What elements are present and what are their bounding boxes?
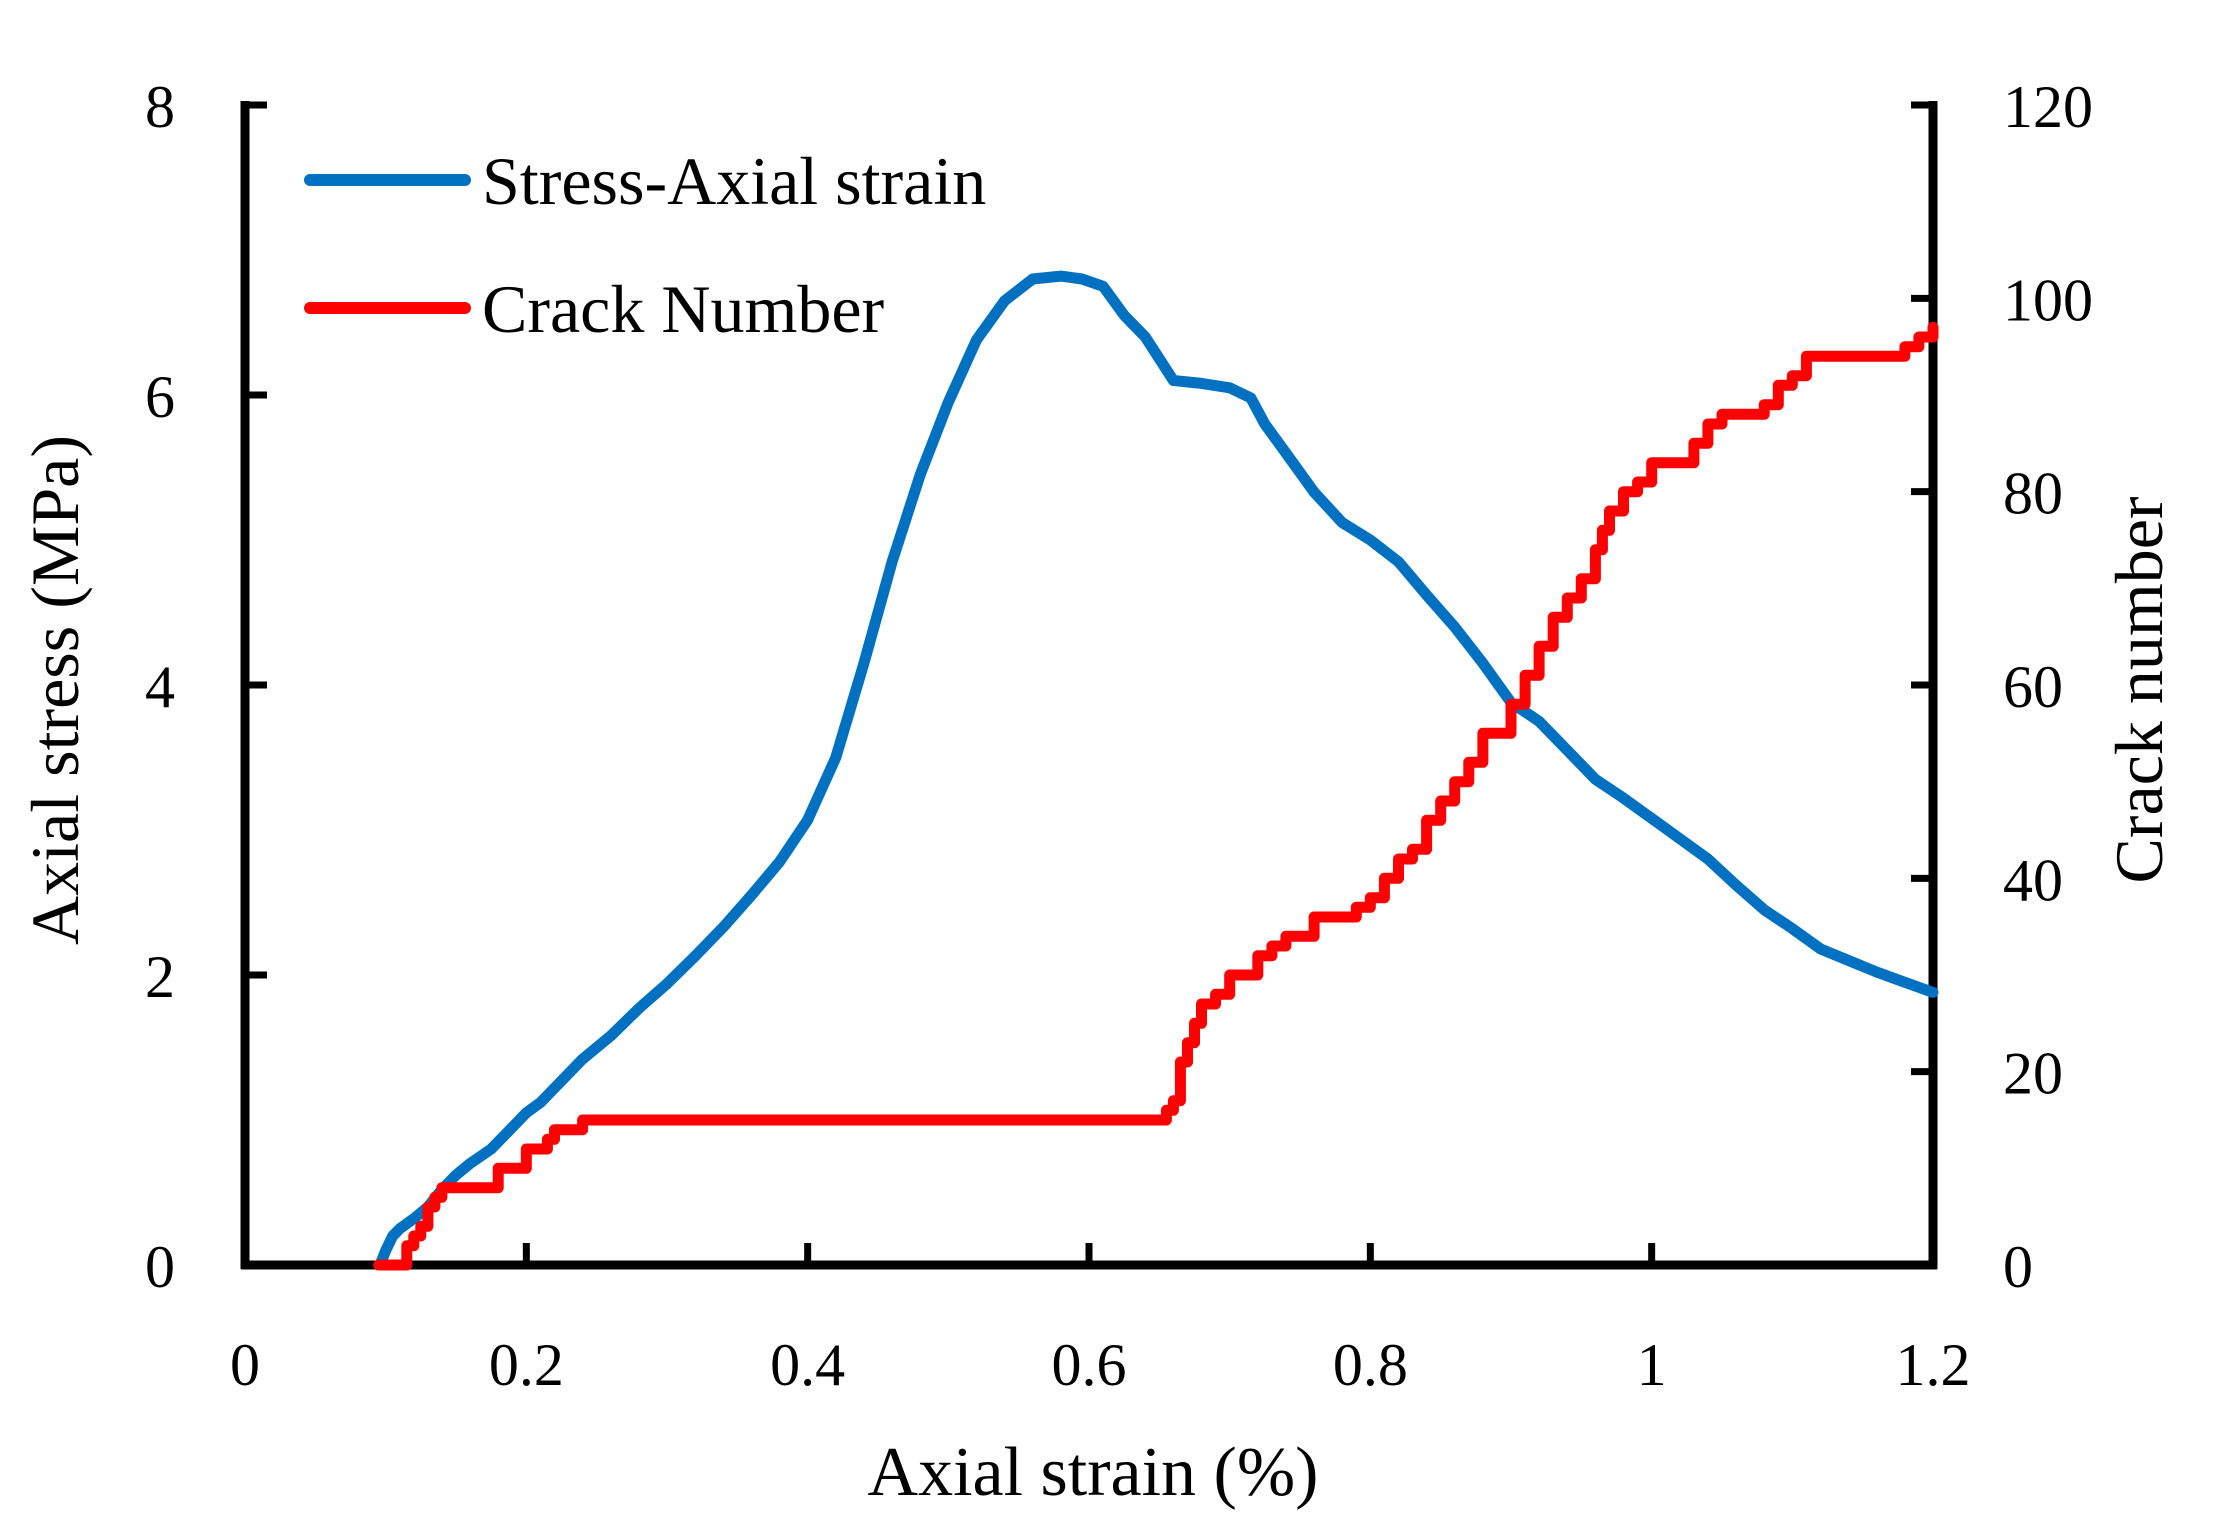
y2-tick-label: 0	[2003, 1234, 2033, 1300]
y2-tick-label: 80	[2003, 461, 2063, 527]
x-tick-label: 0.8	[1333, 1332, 1408, 1398]
legend-label-crack: Crack Number	[482, 271, 885, 347]
y-tick-label: 4	[145, 654, 175, 720]
x-tick-label: 0.4	[770, 1332, 845, 1398]
y-tick-label: 0	[145, 1234, 175, 1300]
y2-tick-label: 40	[2003, 847, 2063, 913]
y-tick-label: 2	[145, 944, 175, 1010]
y-axis-label: Axial stress (MPa)	[17, 435, 93, 945]
x-tick-label: 0	[230, 1332, 260, 1398]
stress-strain-line	[374, 270, 1939, 1271]
y-tick-label: 8	[145, 74, 175, 140]
y2-tick-label: 120	[2003, 74, 2093, 140]
x-tick-label: 1	[1637, 1332, 1667, 1398]
y2-tick-label: 100	[2003, 267, 2093, 333]
legend-label-stress: Stress-Axial strain	[482, 143, 986, 219]
x-tick-label: 0.6	[1052, 1332, 1127, 1398]
y-tick-label: 6	[145, 364, 175, 430]
x-tick-label: 1.2	[1896, 1332, 1971, 1398]
y2-tick-label: 60	[2003, 654, 2063, 720]
legend: Stress-Axial strain Crack Number	[304, 143, 986, 347]
y2-axis-label: Crack number	[2101, 496, 2177, 883]
y2-tick-label: 20	[2003, 1041, 2063, 1107]
crack-number-line	[373, 321, 1939, 1271]
x-tick-label: 0.2	[489, 1332, 564, 1398]
series-layer	[373, 270, 1939, 1271]
x-axis-label: Axial strain (%)	[868, 1434, 1319, 1511]
